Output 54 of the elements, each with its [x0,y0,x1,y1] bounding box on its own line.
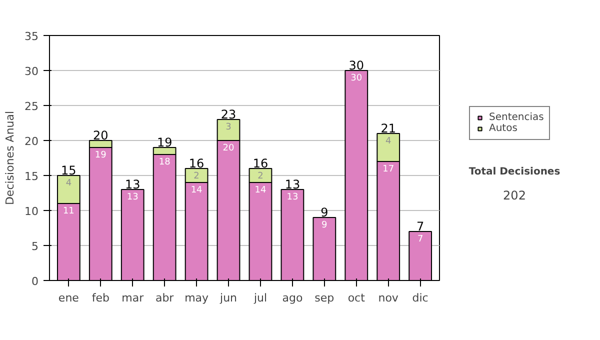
total-label: 7 [416,220,424,234]
y-tick-label: 35 [24,30,39,43]
total-label: 13 [124,178,140,192]
data-label: 7 [417,234,424,244]
total-label: 21 [380,122,396,136]
data-label: 11 [62,206,74,216]
data-label: 14 [254,186,266,196]
data-label: 4 [66,178,72,188]
data-label: 18 [158,158,171,168]
data-label: 30 [350,74,362,84]
total-label: 15 [61,164,76,178]
data-label: 2 [194,172,200,182]
data-label: 4 [385,136,392,146]
data-label: 17 [382,164,394,174]
total-label: 13 [284,178,300,192]
data-label: 14 [190,186,203,196]
x-tick-label: oct [348,292,366,304]
total-label: 20 [93,128,108,142]
x-tick-label: may [184,292,210,304]
x-tick-label: ago [282,292,303,304]
total-label: 16 [252,156,268,170]
x-tick-label: mar [122,292,144,304]
total-label: 9 [320,206,328,220]
data-label: 20 [222,144,235,154]
y-tick-label: 20 [24,135,39,148]
x-tick-label: abr [155,292,174,304]
y-tick-label: 25 [24,100,39,113]
data-label: 3 [226,122,232,132]
y-axis-title: Decisiones Anual [4,110,17,206]
x-tick-label: jul [252,292,268,304]
total-label: 23 [220,108,236,122]
x-tick-label: dic [412,292,428,304]
legend-label: Autos [489,123,518,134]
y-tick-label: 5 [32,240,38,253]
data-label: 9 [322,220,328,230]
data-label: 13 [286,192,298,202]
y-tick-label: 10 [24,205,39,218]
data-label: 13 [126,192,138,202]
y-tick-label: 30 [24,65,39,78]
total-label: 16 [188,156,204,170]
x-tick-label: sep [314,292,334,304]
total-label: 19 [156,136,172,150]
data-label: 2 [258,172,264,182]
data-label: 19 [94,150,107,160]
total-label: 30 [348,58,364,72]
legend-label: Sentencias [489,112,544,123]
x-tick-label: feb [92,292,110,304]
y-tick-label: 0 [32,275,38,288]
x-tick-label: ene [58,292,80,304]
text: Total Decisiones [468,166,560,178]
text: 202 [503,188,526,203]
x-tick-label: nov [378,292,399,304]
y-tick-label: 15 [24,170,39,183]
x-tick-label: jun [219,292,238,304]
